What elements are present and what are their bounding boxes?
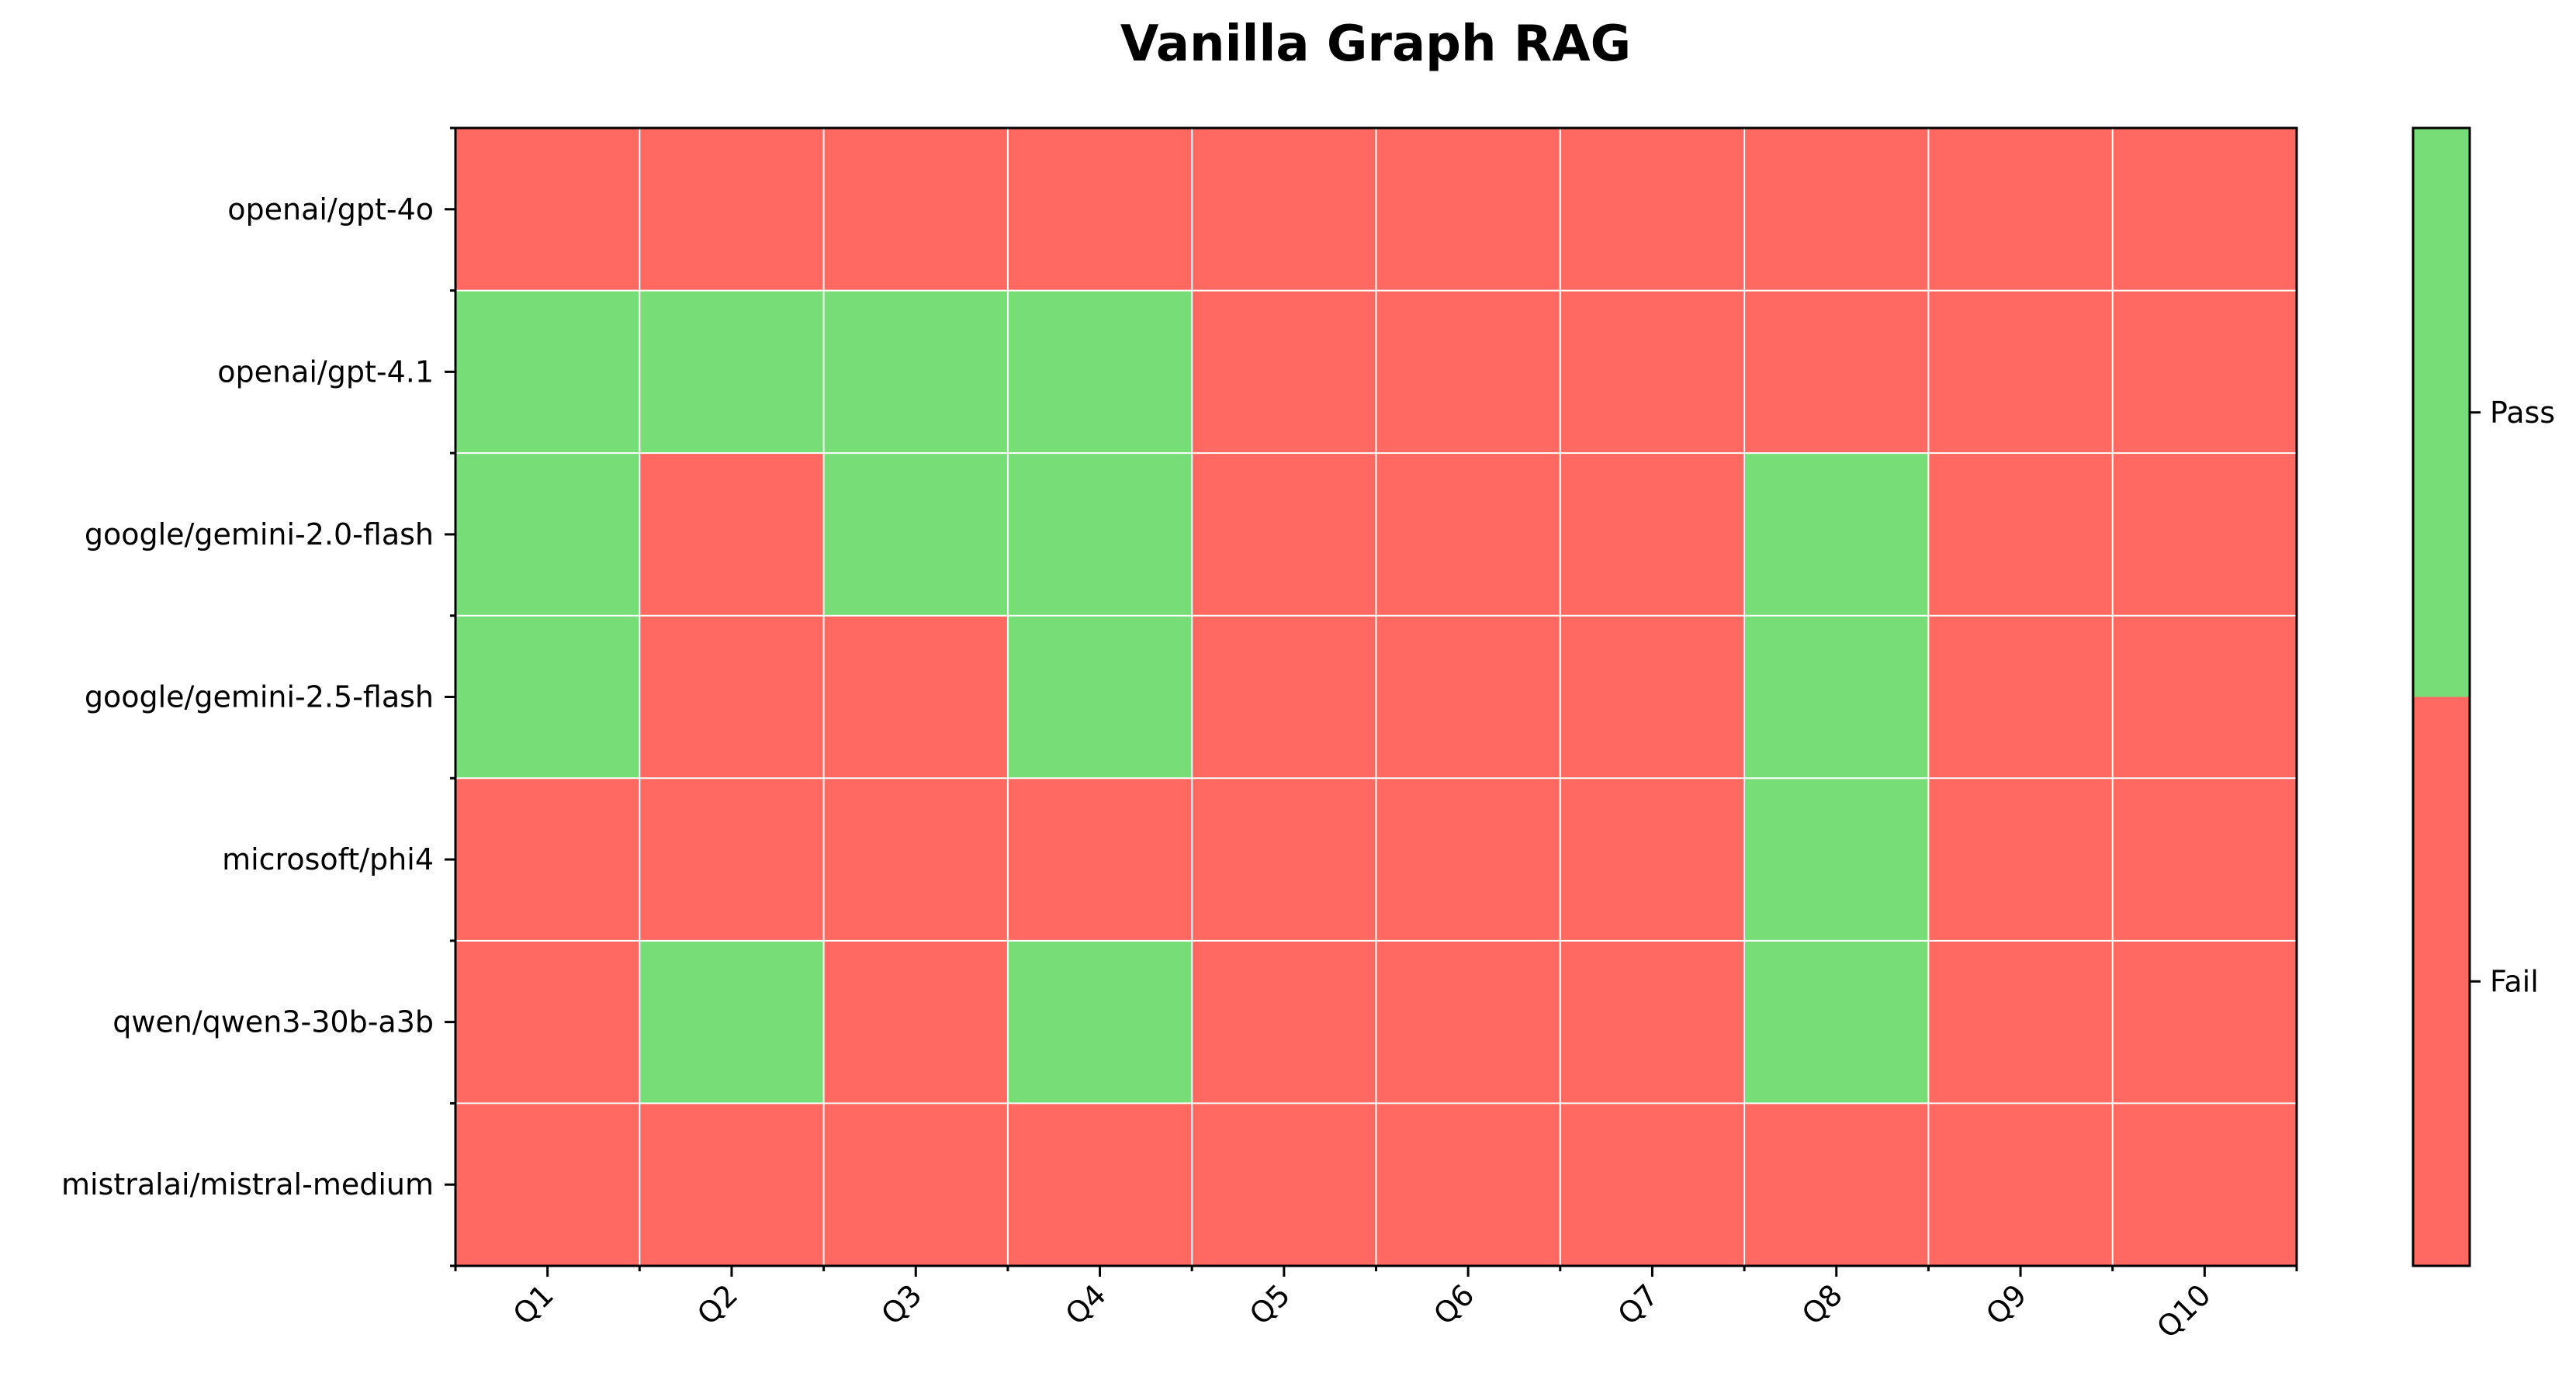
heatmap-cell-2-4 xyxy=(1007,290,1193,454)
heatmap-cell-4-4 xyxy=(1007,615,1193,779)
heatmap-cell-3-9 xyxy=(1928,453,2114,617)
x-axis: Q1 Q2 Q3 Q4 Q5 Q6 Q7 Q8 Q9 Q10 xyxy=(454,1266,2298,1345)
heatmap-cell-3-7 xyxy=(1560,453,1745,617)
heatmap-cell-2-6 xyxy=(1376,290,1561,454)
heatmap-cell-7-1 xyxy=(455,1103,640,1267)
heatmap-cell-4-5 xyxy=(1192,615,1376,779)
x-tick-label: Q3 xyxy=(874,1277,928,1331)
heatmap-cell-1-8 xyxy=(1744,128,1929,292)
y-axis: openai/gpt-4o openai/gpt-4.1 google/gemini… xyxy=(61,126,455,1267)
heatmap-cell-5-6 xyxy=(1376,778,1561,942)
heatmap-cell-6-1 xyxy=(455,940,640,1104)
y-tick-label: microsoft/phi4 xyxy=(222,842,434,876)
heatmap-cell-7-4 xyxy=(1007,1103,1193,1267)
heatmap-cell-6-4 xyxy=(1007,940,1193,1104)
x-tick-label: Q5 xyxy=(1243,1277,1297,1331)
y-tick-label: openai/gpt-4o xyxy=(227,192,434,226)
heatmap-cell-3-2 xyxy=(639,453,825,617)
heatmap-cell-3-10 xyxy=(2112,453,2297,617)
heatmap-cell-7-6 xyxy=(1376,1103,1561,1267)
heatmap-cell-2-9 xyxy=(1928,290,2114,454)
heatmap-cell-7-2 xyxy=(639,1103,825,1267)
x-tick-label: Q8 xyxy=(1795,1277,1849,1331)
heatmap-cell-3-6 xyxy=(1376,453,1561,617)
heatmap-cell-6-2 xyxy=(639,940,825,1104)
heatmap-cell-1-10 xyxy=(2112,128,2297,292)
heatmap-cell-6-10 xyxy=(2112,940,2297,1104)
heatmap-cells xyxy=(455,128,2297,1267)
heatmap-cell-3-8 xyxy=(1744,453,1929,617)
x-tick-label: Q4 xyxy=(1059,1277,1113,1331)
heatmap-cell-5-4 xyxy=(1007,778,1193,942)
heatmap-cell-1-4 xyxy=(1007,128,1193,292)
heatmap-cell-7-9 xyxy=(1928,1103,2114,1267)
heatmap-cell-7-8 xyxy=(1744,1103,1929,1267)
heatmap-cell-4-9 xyxy=(1928,615,2114,779)
heatmap-cell-5-10 xyxy=(2112,778,2297,942)
colorbar-label: Pass xyxy=(2490,396,2555,430)
heatmap-cell-2-3 xyxy=(823,290,1009,454)
x-tick-label: Q1 xyxy=(507,1277,560,1331)
heatmap-cell-3-1 xyxy=(455,453,640,617)
heatmap-cell-4-8 xyxy=(1744,615,1929,779)
heatmap-cell-5-3 xyxy=(823,778,1009,942)
heatmap-cell-5-9 xyxy=(1928,778,2114,942)
heatmap-cell-1-1 xyxy=(455,128,640,292)
heatmap-cell-7-7 xyxy=(1560,1103,1745,1267)
colorbar-pass-segment xyxy=(2413,128,2470,697)
heatmap-cell-6-6 xyxy=(1376,940,1561,1104)
heatmap-cell-7-5 xyxy=(1192,1103,1376,1267)
heatmap-cell-5-8 xyxy=(1744,778,1929,942)
heatmap-cell-1-7 xyxy=(1560,128,1745,292)
heatmap-cell-1-9 xyxy=(1928,128,2114,292)
heatmap-cell-2-8 xyxy=(1744,290,1929,454)
x-tick-label: Q2 xyxy=(691,1277,744,1331)
heatmap-gridlines xyxy=(454,126,2298,1267)
heatmap-cell-4-2 xyxy=(639,615,825,779)
heatmap-cell-4-1 xyxy=(455,615,640,779)
heatmap-cell-6-9 xyxy=(1928,940,2114,1104)
heatmap-cell-6-3 xyxy=(823,940,1009,1104)
heatmap-cell-4-10 xyxy=(2112,615,2297,779)
heatmap-cell-3-3 xyxy=(823,453,1009,617)
heatmap-cell-5-2 xyxy=(639,778,825,942)
heatmap-cell-1-2 xyxy=(639,128,825,292)
chart-title: Vanilla Graph RAG xyxy=(1120,16,1631,73)
heatmap-cell-6-7 xyxy=(1560,940,1745,1104)
heatmap-cell-4-6 xyxy=(1376,615,1561,779)
x-tick-label: Q9 xyxy=(1979,1277,2033,1331)
heatmap-cell-3-5 xyxy=(1192,453,1376,617)
heatmap-cell-2-10 xyxy=(2112,290,2297,454)
y-tick-label: google/gemini-2.0-flash xyxy=(85,517,434,551)
y-tick-label: openai/gpt-4.1 xyxy=(217,354,434,389)
y-tick-label: mistralai/mistral-medium xyxy=(61,1167,434,1201)
colorbar-fail-segment xyxy=(2413,697,2470,1266)
colorbar: Pass Fail xyxy=(2412,126,2555,1267)
x-tick-label: Q10 xyxy=(2150,1277,2217,1344)
heatmap-cell-1-6 xyxy=(1376,128,1561,292)
heatmap-cell-6-5 xyxy=(1192,940,1376,1104)
heatmap-cell-4-7 xyxy=(1560,615,1745,779)
heatmap-cell-1-3 xyxy=(823,128,1009,292)
heatmap-cell-5-5 xyxy=(1192,778,1376,942)
heatmap-cell-1-5 xyxy=(1192,128,1376,292)
heatmap-cell-2-2 xyxy=(639,290,825,454)
heatmap-cell-6-8 xyxy=(1744,940,1929,1104)
heatmap-cell-2-1 xyxy=(455,290,640,454)
x-tick-label: Q7 xyxy=(1611,1277,1664,1331)
heatmap-cell-4-3 xyxy=(823,615,1009,779)
heatmap-cell-2-5 xyxy=(1192,290,1376,454)
heatmap-cell-5-1 xyxy=(455,778,640,942)
y-tick-label: qwen/qwen3-30b-a3b xyxy=(113,1005,434,1039)
heatmap-cell-7-3 xyxy=(823,1103,1009,1267)
heatmap-cell-2-7 xyxy=(1560,290,1745,454)
x-tick-label: Q6 xyxy=(1427,1277,1480,1331)
colorbar-label: Fail xyxy=(2490,964,2539,998)
colorbar-frame xyxy=(2412,126,2471,1267)
heatmap-cell-3-4 xyxy=(1007,453,1193,617)
heatmap-cell-7-10 xyxy=(2112,1103,2297,1267)
heatmap-cell-5-7 xyxy=(1560,778,1745,942)
y-tick-label: google/gemini-2.5-flash xyxy=(85,680,434,714)
